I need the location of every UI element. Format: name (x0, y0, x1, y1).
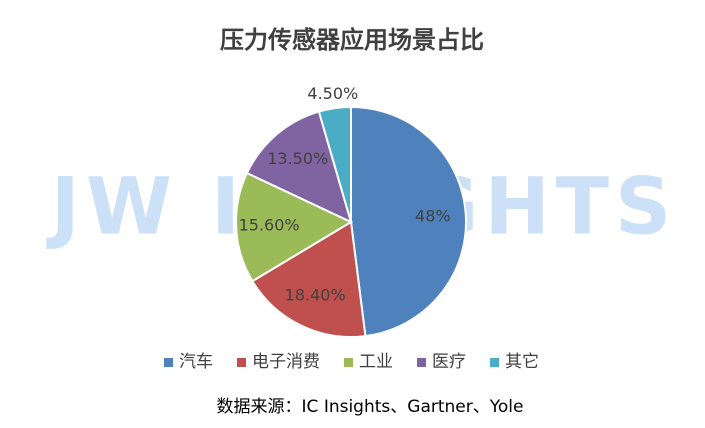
legend-label: 工业 (359, 352, 393, 372)
data-label: 48% (415, 206, 451, 225)
data-label: 18.40% (285, 285, 346, 304)
data-label: 4.50% (307, 84, 358, 103)
data-label: 15.60% (239, 216, 300, 235)
legend-marker (164, 358, 173, 367)
chart-title: 压力传感器应用场景占比 (220, 26, 484, 54)
pie-slice (350, 105, 467, 338)
legend-label: 医疗 (432, 352, 466, 372)
legend-marker (344, 358, 353, 367)
legend-marker (490, 358, 499, 367)
pie-slice (317, 105, 352, 223)
source-note: 数据来源：IC Insights、Gartner、Yole (217, 397, 524, 417)
data-label: 13.50% (267, 149, 328, 168)
legend-marker (417, 358, 426, 367)
legend-label: 汽车 (179, 352, 213, 372)
legend-label: 电子消费 (252, 352, 320, 372)
pie-slice (251, 220, 367, 338)
pie-slice (245, 110, 353, 224)
pie-slice (235, 171, 354, 283)
legend-marker (237, 358, 246, 367)
legend-label: 其它 (505, 352, 539, 372)
